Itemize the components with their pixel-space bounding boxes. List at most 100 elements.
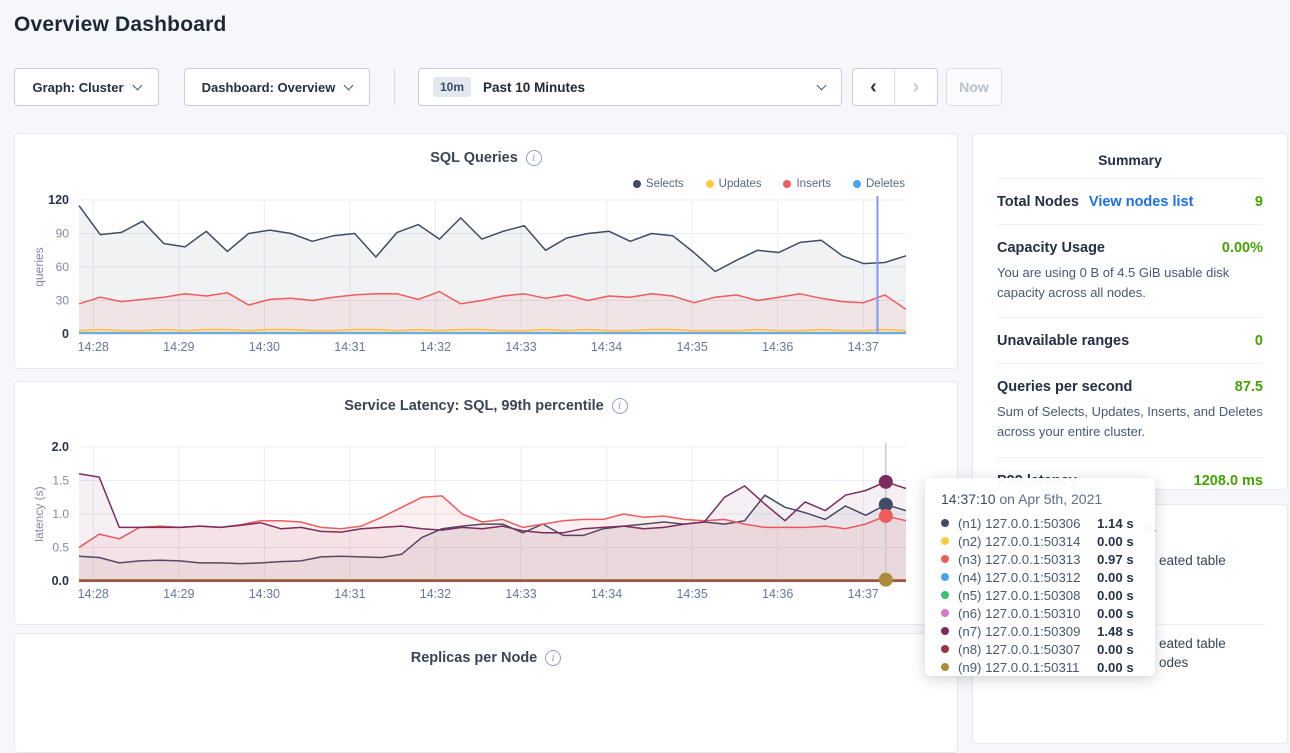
tooltip-node-value: 0.97 s	[1097, 551, 1134, 567]
sql-queries-chart[interactable]: 0 30 60 90 120 14:28 14:29 14:30 14:31 14:32 14:33…	[15, 180, 959, 370]
svg-text:14:28: 14:28	[78, 340, 109, 354]
series-color-dot-icon	[941, 663, 949, 671]
chevron-right-icon: ›	[912, 75, 920, 98]
svg-text:14:36: 14:36	[762, 587, 793, 601]
sql-queries-chart-panel: SQL Queries i Selects Updates Inserts Delet…	[14, 133, 958, 369]
svg-text:14:29: 14:29	[163, 587, 194, 601]
tooltip-node-row: (n9) 127.0.0.1:50311 0.00 s	[941, 658, 1141, 676]
queries-per-second-label: Queries per second	[997, 379, 1133, 396]
svg-text:0: 0	[62, 327, 69, 341]
graph-scope-dropdown-label: Graph: Cluster	[32, 79, 124, 95]
svg-text:14:35: 14:35	[676, 340, 707, 354]
tooltip-node-row: (n8) 127.0.0.1:50307 0.00 s	[941, 640, 1141, 658]
total-nodes-label: Total Nodes	[997, 194, 1079, 210]
info-icon[interactable]: i	[611, 398, 628, 414]
chevron-down-icon	[132, 80, 142, 90]
capacity-usage-value: 0.00%	[1221, 240, 1263, 256]
tooltip-node-row: (n3) 127.0.0.1:50313 0.97 s	[941, 550, 1141, 568]
series-color-dot-icon	[941, 519, 949, 527]
chevron-down-icon	[343, 80, 354, 90]
tooltip-node-row: (n2) 127.0.0.1:50314 0.00 s	[941, 532, 1141, 550]
legend-dot-icon	[783, 180, 792, 188]
svg-text:60: 60	[56, 260, 70, 274]
toolbar-divider	[394, 68, 395, 106]
svg-text:14:34: 14:34	[591, 340, 622, 354]
svg-text:14:29: 14:29	[163, 340, 194, 354]
legend-item-inserts[interactable]: Inserts	[783, 178, 831, 190]
time-step-buttons: ‹ ›	[852, 68, 938, 106]
time-range-dropdown[interactable]: 10m Past 10 Minutes	[418, 68, 842, 106]
legend-item-selects[interactable]: Selects	[632, 178, 684, 190]
event-item-fragment[interactable]: eated table	[1159, 636, 1226, 651]
chart-title-service-latency: Service Latency: SQL, 99th percentile	[344, 398, 604, 414]
unavailable-ranges-label: Unavailable ranges	[997, 333, 1130, 350]
svg-text:90: 90	[56, 227, 70, 241]
tooltip-time: 14:37:10	[941, 491, 996, 507]
capacity-usage-desc: You are using 0 B of 4.5 GiB usable disk…	[997, 265, 1230, 301]
event-item-fragment[interactable]: odes	[1159, 655, 1189, 670]
legend-label: Updates	[718, 178, 762, 190]
event-item-fragment[interactable]: eated table	[1159, 553, 1226, 568]
tooltip-node-value: 1.14 s	[1097, 515, 1134, 531]
tooltip-timestamp: 14:37:10 on Apr 5th, 2021	[941, 491, 1141, 507]
series-color-dot-icon	[941, 645, 949, 653]
legend-dot-icon	[632, 180, 641, 188]
legend-dot-icon	[853, 180, 861, 188]
tooltip-node-row: (n1) 127.0.0.1:50306 1.14 s	[941, 514, 1141, 532]
queries-per-second-value: 87.5	[1234, 379, 1263, 396]
tooltip-node-value: 0.00 s	[1097, 659, 1134, 675]
svg-text:14:31: 14:31	[334, 340, 365, 354]
summary-row-total-nodes: Total Nodes View nodes list 9	[997, 178, 1263, 224]
legend-label: Selects	[645, 178, 684, 190]
summary-row-queries-per-second: Queries per second 87.5 Sum of Selects, …	[997, 363, 1263, 456]
legend-dot-icon	[705, 180, 714, 188]
tooltip-node-value: 0.00 s	[1097, 587, 1134, 603]
replicas-per-node-chart-panel: Replicas per Node i	[14, 633, 958, 753]
chart-legend: Selects Updates Inserts Deletes	[632, 178, 905, 190]
svg-text:14:35: 14:35	[676, 587, 707, 601]
chart-title-sql-queries: SQL Queries	[430, 150, 518, 166]
legend-item-deletes[interactable]: Deletes	[853, 178, 905, 190]
series-color-dot-icon	[941, 591, 949, 599]
svg-text:14:32: 14:32	[420, 587, 451, 601]
prev-time-button[interactable]: ‹	[853, 69, 895, 105]
next-time-button[interactable]: ›	[895, 69, 937, 105]
tooltip-node-address: (n7) 127.0.0.1:50309	[958, 623, 1081, 639]
series-color-dot-icon	[941, 555, 949, 563]
summary-title: Summary	[1098, 152, 1162, 168]
svg-text:14:37: 14:37	[848, 587, 879, 601]
chart-title-replicas-per-node: Replicas per Node	[410, 650, 538, 666]
time-range-badge: 10m	[433, 77, 472, 97]
p99-latency-value: 1208.0 ms	[1193, 472, 1263, 489]
capacity-usage-label: Capacity Usage	[997, 240, 1105, 256]
tooltip-node-address: (n5) 127.0.0.1:50308	[958, 587, 1081, 603]
svg-text:14:34: 14:34	[591, 587, 622, 601]
tooltip-node-row: (n5) 127.0.0.1:50308 0.00 s	[941, 586, 1141, 604]
legend-item-updates[interactable]: Updates	[705, 178, 762, 190]
info-icon[interactable]: i	[545, 650, 562, 666]
chart-hover-tooltip: 14:37:10 on Apr 5th, 2021 (n1) 127.0.0.1…	[925, 478, 1155, 676]
tooltip-node-address: (n2) 127.0.0.1:50314	[958, 533, 1081, 549]
series-color-dot-icon	[941, 627, 949, 635]
summary-panel: Summary Total Nodes View nodes list 9 Ca…	[972, 133, 1288, 490]
svg-text:14:28: 14:28	[78, 587, 109, 601]
series-color-dot-icon	[941, 573, 949, 581]
tooltip-node-value: 0.00 s	[1097, 641, 1134, 657]
tooltip-node-value: 0.00 s	[1097, 605, 1134, 621]
summary-row-unavailable-ranges: Unavailable ranges 0	[997, 317, 1263, 363]
svg-text:latency (s): latency (s)	[32, 486, 46, 541]
svg-text:14:30: 14:30	[249, 587, 280, 601]
view-nodes-list-link[interactable]: View nodes list	[1088, 194, 1194, 210]
tooltip-node-address: (n4) 127.0.0.1:50312	[958, 569, 1081, 585]
graph-scope-dropdown[interactable]: Graph: Cluster	[14, 68, 159, 106]
summary-row-capacity-usage: Capacity Usage 0.00% You are using 0 B o…	[997, 224, 1263, 317]
svg-text:14:31: 14:31	[334, 587, 365, 601]
now-button[interactable]: Now	[946, 68, 1002, 106]
tooltip-node-row: (n7) 127.0.0.1:50309 1.48 s	[941, 622, 1141, 640]
svg-text:30: 30	[56, 294, 70, 308]
tooltip-node-value: 0.00 s	[1097, 569, 1134, 585]
series-color-dot-icon	[941, 609, 949, 617]
dashboard-dropdown[interactable]: Dashboard: Overview	[184, 68, 370, 106]
info-icon[interactable]: i	[525, 150, 542, 166]
service-latency-chart[interactable]: 0.0 0.5 1.0 1.5 2.0 14:28 14:29 14:30 14:31 14:32…	[15, 430, 959, 626]
